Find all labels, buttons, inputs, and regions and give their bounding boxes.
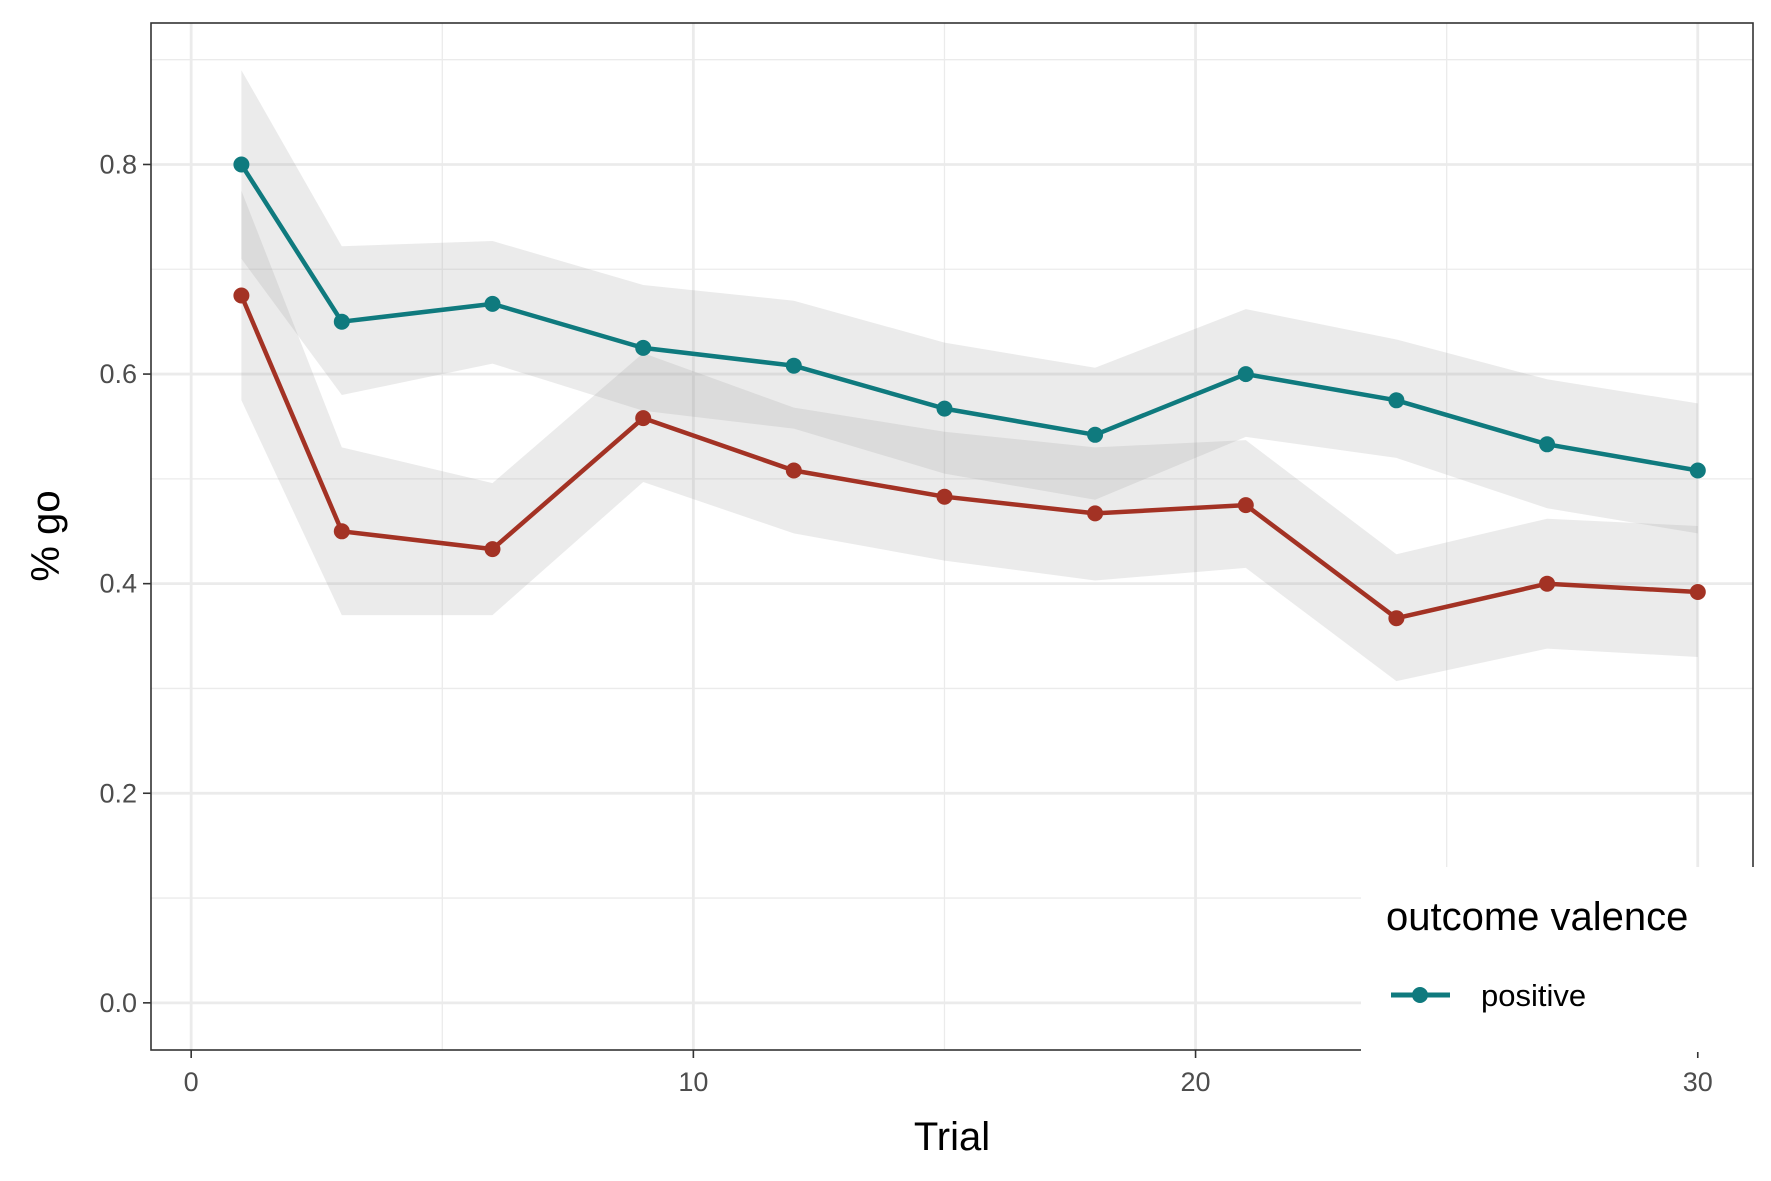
point-series-1 bbox=[484, 541, 501, 558]
y-tick-label: 0.2 bbox=[99, 778, 137, 808]
x-tick-label: 30 bbox=[1683, 1067, 1713, 1097]
point-series-1 bbox=[233, 287, 250, 304]
x-tick-label: 20 bbox=[1181, 1067, 1211, 1097]
x-axis-title: Trial bbox=[914, 1115, 990, 1159]
point-series-0 bbox=[785, 357, 802, 374]
legend-background bbox=[1361, 867, 1756, 1052]
point-series-0 bbox=[635, 339, 652, 356]
y-tick-label: 0.8 bbox=[99, 149, 137, 179]
point-series-1 bbox=[1237, 497, 1254, 514]
point-series-1 bbox=[1087, 505, 1104, 522]
point-series-0 bbox=[1087, 426, 1104, 443]
x-axis-ticks: 0 10 20 30 bbox=[184, 1050, 1713, 1097]
point-series-0 bbox=[936, 400, 953, 417]
x-tick-label: 0 bbox=[184, 1067, 199, 1097]
minor-gridlines bbox=[151, 23, 1753, 1050]
point-series-0 bbox=[1237, 366, 1254, 383]
point-series-0 bbox=[1689, 462, 1706, 479]
plot-border bbox=[150, 22, 1754, 1051]
point-series-1 bbox=[1539, 575, 1556, 592]
point-series-1 bbox=[785, 462, 802, 479]
y-axis-ticks: 0.0 0.2 0.4 0.6 0.8 bbox=[99, 149, 151, 1018]
point-series-1 bbox=[1388, 610, 1405, 627]
series-points bbox=[233, 156, 1706, 627]
legend-key-point bbox=[1412, 987, 1428, 1003]
point-series-1 bbox=[635, 410, 652, 427]
major-gridlines bbox=[151, 23, 1753, 1050]
y-tick-label: 0.0 bbox=[99, 988, 137, 1018]
y-axis-title: % go bbox=[24, 490, 68, 581]
x-tick-label: 10 bbox=[678, 1067, 708, 1097]
point-series-0 bbox=[233, 156, 250, 173]
point-series-1 bbox=[333, 523, 350, 540]
point-series-0 bbox=[484, 295, 501, 312]
legend: outcome valence positive bbox=[1361, 867, 1756, 1052]
y-tick-label: 0.4 bbox=[99, 569, 137, 599]
legend-title: outcome valence bbox=[1386, 895, 1688, 939]
point-series-0 bbox=[333, 313, 350, 330]
point-series-1 bbox=[936, 488, 953, 505]
point-series-0 bbox=[1388, 392, 1405, 409]
point-series-0 bbox=[1539, 436, 1556, 453]
point-series-1 bbox=[1689, 584, 1706, 600]
y-tick-label: 0.6 bbox=[99, 359, 137, 389]
confidence-ribbons bbox=[241, 70, 1698, 682]
ribbon-series-1 bbox=[241, 190, 1698, 682]
legend-label-positive: positive bbox=[1481, 978, 1586, 1013]
ribbon-series-0 bbox=[241, 70, 1698, 534]
